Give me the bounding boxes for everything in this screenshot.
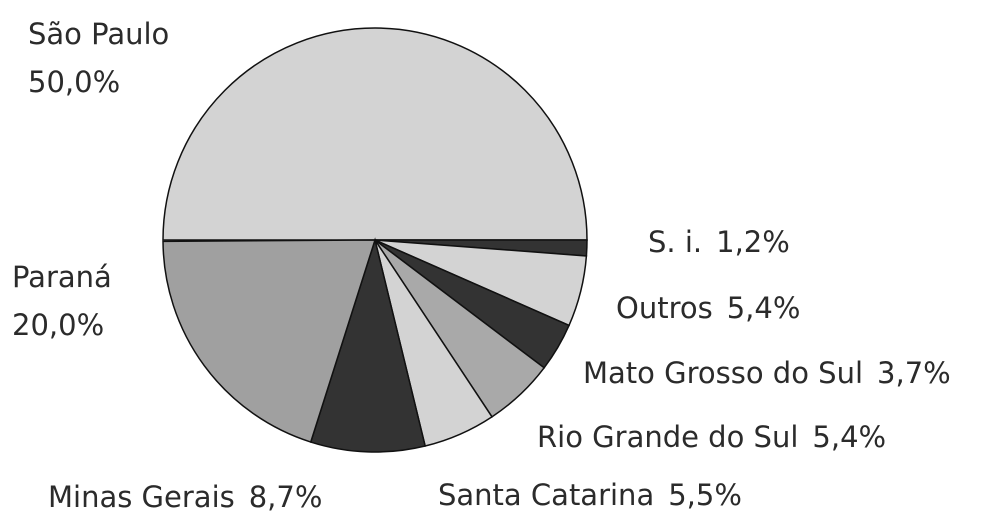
slice-label: Paraná (12, 260, 112, 294)
slice-label: São Paulo (28, 17, 169, 51)
slice-value-label: 5,4% (812, 420, 886, 454)
pie-slice (309, 237, 427, 453)
slice-label: Rio Grande do Sul (537, 420, 798, 454)
slice-value-label: 20,0% (12, 308, 104, 342)
slice-value-label: 8,7% (249, 480, 323, 511)
pie-slice (162, 239, 377, 443)
slice-value-label: 50,0% (28, 65, 120, 99)
slice-value-label: 3,7% (877, 356, 951, 390)
slice-value-label: 5,4% (727, 291, 801, 325)
slice-label: Outros (616, 291, 713, 325)
slice-label: Minas Gerais (48, 480, 235, 511)
slice-value-label: 1,2% (716, 225, 790, 259)
slice-label: Santa Catarina (438, 478, 654, 511)
slice-value-label: 5,5% (668, 478, 742, 511)
slice-label: S. i. (648, 225, 702, 259)
pie-slice (162, 27, 588, 241)
slice-label: Mato Grosso do Sul (583, 356, 863, 390)
